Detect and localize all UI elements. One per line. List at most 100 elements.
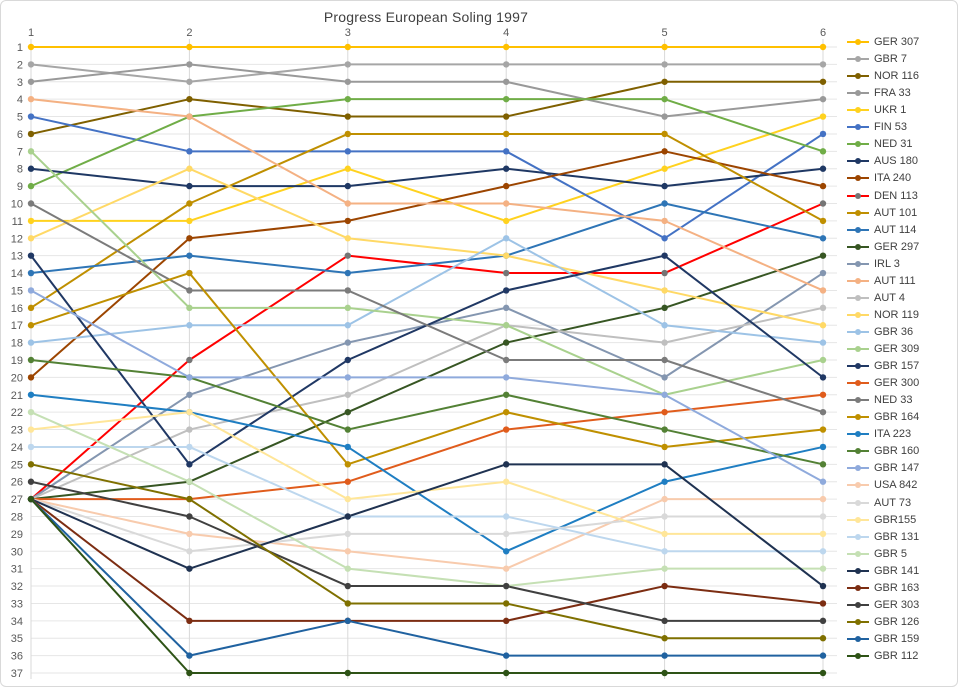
data-point-aut-114 [661,200,668,207]
series-line-aut-101 [30,132,824,309]
legend-label: GBR 147 [874,462,920,475]
data-point-ger-300 [344,478,351,485]
legend-item-gbr-163: GBR 163 [847,581,919,595]
data-point-aus-180 [344,182,351,190]
data-point-ita-223 [819,443,827,451]
data-point-ger-303 [661,617,668,625]
data-point-ita-240 [186,235,193,242]
data-point-den-113 [344,252,351,259]
data-point-aus-180 [186,182,193,190]
data-point-gbr-141 [661,461,668,468]
data-point-ita-223 [503,548,510,555]
data-point-aut-101 [344,130,351,138]
series-line-nor-116 [30,80,824,135]
legend-item-aut-4: AUT 4 [847,291,905,305]
data-point-gbr-147 [27,287,35,294]
data-point-gbr-164 [27,322,35,329]
legend-item-nor-116: NOR 116 [847,69,919,83]
data-point-ned-33 [503,356,510,364]
y-tick-label: 34 [11,616,23,628]
data-point-gbr-163 [503,617,510,625]
data-point-ukr-1 [27,217,35,225]
legend-marker-icon [847,413,869,421]
legend-marker-icon [847,140,869,148]
legend-item-ger-297: GER 297 [847,240,919,254]
series-line-gbr-147 [30,289,824,483]
data-point-gbr-147 [819,478,827,485]
data-point-gbr-36 [186,322,193,329]
legend-marker-icon [847,464,869,472]
data-point-gbr-147 [344,374,351,381]
data-point-den-113 [819,200,827,207]
series-line-usa-842 [30,498,824,570]
y-tick-label: 33 [11,598,23,610]
data-point-gbr-141 [503,461,510,468]
x-tick-label: 2 [186,27,192,39]
legend-label: GER 297 [874,240,920,253]
data-point-gbr-112 [819,669,827,677]
data-point-gbr-7 [186,78,193,85]
data-point-gbr-126 [503,600,510,607]
y-tick-label: 30 [11,546,23,558]
data-point-aut-4 [186,426,193,433]
data-point-ger-300 [819,391,827,398]
data-point-ned-33 [819,408,827,416]
data-point-ger-297 [344,408,351,416]
legend-marker-icon [847,447,869,455]
data-point-gbr-141 [344,513,351,520]
series-line-aut-4 [30,306,824,501]
data-point-aut-73 [186,548,193,555]
x-tick-label: 6 [820,27,826,39]
data-point-ita-240 [661,148,668,155]
data-point-ger-303 [186,513,193,520]
legend-marker-icon [847,567,869,575]
data-point-gbr-160 [344,426,351,433]
legend-label: FRA 33 [874,87,911,100]
series-line-gbr-36 [30,237,824,344]
data-point-gbr155 [344,495,351,503]
legend-label: GBR 157 [874,360,920,373]
series-line-gbr-160 [30,359,824,466]
legend-label: USA 842 [874,479,918,492]
legend-label: NED 31 [874,138,913,151]
data-point-aut-114 [27,269,35,277]
legend-marker-icon [847,601,869,609]
data-point-nor-116 [503,113,510,120]
data-point-gbr155 [503,478,510,485]
y-tick-label: 29 [11,529,23,541]
data-point-gbr-141 [186,565,193,572]
data-point-ger-297 [661,304,668,312]
data-point-gbr-36 [344,322,351,329]
data-point-gbr-157 [661,252,668,259]
data-point-aut-4 [661,339,668,346]
y-tick-label: 35 [11,633,23,645]
series-line-gbr-131 [30,445,824,553]
legend-item-gbr-7: GBR 7 [847,52,907,66]
legend-label: NOR 116 [874,70,920,83]
data-point-fra-33 [344,78,351,85]
legend-label: AUT 111 [874,274,916,287]
data-point-gbr-126 [186,495,193,503]
legend-marker-icon [847,72,869,80]
data-point-gbr-159 [344,617,351,625]
y-tick-label: 21 [11,390,23,402]
data-point-gbr-131 [661,548,668,555]
series-line-aut-73 [30,498,824,553]
data-point-gbr-164 [344,461,351,468]
data-point-nor-119 [344,235,351,242]
data-point-gbr-147 [503,374,510,381]
data-point-gbr-159 [661,652,668,659]
data-point-aut-101 [661,130,668,138]
data-point-gbr-131 [186,443,193,451]
data-point-ita-240 [503,182,510,190]
data-point-gbr155 [819,530,827,538]
data-point-aut-4 [344,391,351,398]
legend-item-usa-842: USA 842 [847,478,917,492]
data-point-ger-307 [661,43,668,51]
data-point-gbr-112 [186,669,193,677]
legend-item-ger-307: GER 307 [847,35,919,49]
data-point-gbr-157 [503,287,510,294]
data-point-ita-223 [661,478,668,485]
y-tick-label: 3 [17,77,23,89]
